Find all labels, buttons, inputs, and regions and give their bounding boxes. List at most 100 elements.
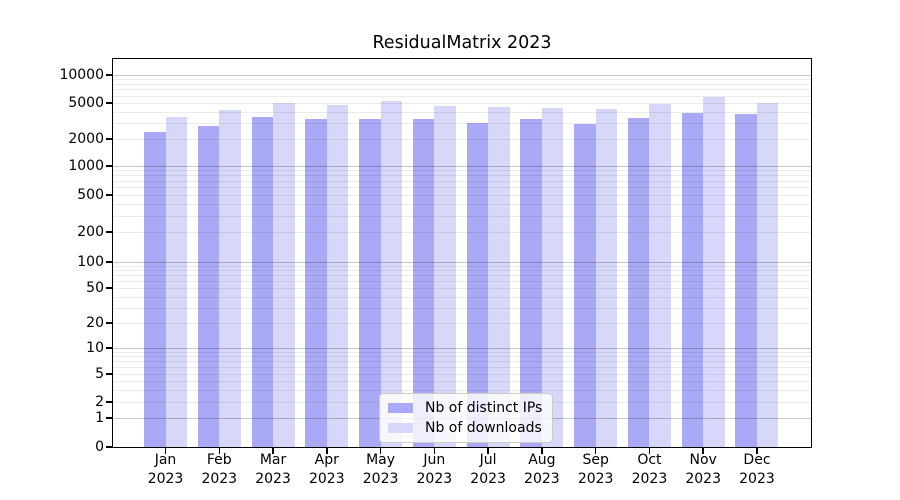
y-tick-mark bbox=[106, 373, 113, 375]
chart-title: ResidualMatrix 2023 bbox=[372, 33, 552, 53]
gridline bbox=[113, 187, 811, 189]
gridline bbox=[113, 323, 811, 324]
gridline bbox=[113, 166, 811, 167]
bar-downloads-apr bbox=[326, 104, 349, 447]
y-tick-label: 100 bbox=[77, 254, 104, 270]
legend-item-distinct-ips: Nb of distinct IPs bbox=[388, 398, 542, 418]
gridline bbox=[113, 351, 811, 353]
y-tick-label: 10000 bbox=[59, 67, 104, 83]
x-tick-mark bbox=[702, 448, 704, 454]
y-tick-label: 50 bbox=[86, 280, 104, 296]
x-tick-mark bbox=[218, 448, 221, 454]
x-tick-label: Mar 2023 bbox=[255, 452, 291, 487]
bar-distinct-ips-jul bbox=[466, 123, 489, 447]
x-tick-mark bbox=[272, 448, 274, 454]
x-tick-mark bbox=[594, 448, 597, 454]
y-tick-mark bbox=[106, 194, 113, 196]
x-tick-label: Jan 2023 bbox=[147, 452, 184, 487]
gridline bbox=[113, 103, 811, 104]
bar-distinct-ips-mar bbox=[251, 117, 274, 447]
y-tick-label: 10 bbox=[86, 340, 104, 356]
y-tick-mark bbox=[106, 347, 113, 349]
gridline bbox=[113, 175, 811, 177]
x-tick-label: Jun 2023 bbox=[416, 452, 453, 487]
legend-swatch-downloads-icon bbox=[388, 423, 413, 433]
bar-downloads-may bbox=[380, 101, 403, 447]
bar-downloads-sep bbox=[595, 108, 618, 447]
x-tick-label: Aug 2023 bbox=[524, 452, 560, 487]
bar-downloads-dec bbox=[756, 103, 779, 447]
plot-area bbox=[112, 58, 812, 448]
legend-item-downloads: Nb of downloads bbox=[388, 418, 542, 438]
bar-distinct-ips-jan bbox=[144, 131, 166, 447]
bar-downloads-aug bbox=[541, 107, 564, 447]
gridline bbox=[113, 275, 811, 277]
y-tick-label: 20 bbox=[86, 315, 104, 331]
gridline bbox=[113, 215, 811, 217]
gridline bbox=[113, 389, 811, 391]
gridline bbox=[113, 296, 811, 298]
grid-layer bbox=[113, 59, 811, 447]
y-tick-mark bbox=[106, 261, 113, 263]
y-tick-mark bbox=[106, 417, 113, 419]
bar-distinct-ips-nov bbox=[681, 112, 704, 447]
bar-downloads-oct bbox=[649, 104, 671, 447]
x-tick-mark bbox=[379, 448, 382, 454]
x-tick-mark bbox=[756, 448, 758, 454]
x-tick-mark bbox=[326, 448, 328, 454]
bar-distinct-ips-sep bbox=[574, 123, 596, 447]
gridline bbox=[113, 367, 811, 369]
gridline bbox=[113, 232, 811, 233]
gridline bbox=[113, 307, 811, 309]
y-tick-mark bbox=[106, 165, 113, 167]
gridline bbox=[113, 374, 811, 375]
x-tick-mark bbox=[541, 448, 543, 454]
y-tick-label: 5000 bbox=[68, 95, 104, 111]
gridline bbox=[113, 361, 811, 363]
y-tick-mark bbox=[106, 138, 113, 140]
bar-downloads-feb bbox=[219, 109, 241, 447]
y-tick-label: 5 bbox=[95, 366, 104, 382]
bar-distinct-ips-jun bbox=[412, 119, 435, 447]
gridline bbox=[113, 123, 811, 125]
y-tick-mark bbox=[106, 446, 113, 448]
gridline bbox=[113, 380, 811, 382]
bar-downloads-jan bbox=[165, 117, 187, 447]
y-tick-label: 0 bbox=[95, 439, 104, 455]
gridline bbox=[113, 204, 811, 205]
bar-distinct-ips-may bbox=[359, 118, 381, 447]
y-tick-mark bbox=[106, 102, 113, 104]
gridline bbox=[113, 195, 811, 196]
gridline bbox=[113, 95, 811, 97]
gridline bbox=[113, 180, 811, 182]
y-tick-mark bbox=[106, 74, 113, 76]
gridline bbox=[113, 79, 811, 81]
x-tick-label: Oct 2023 bbox=[631, 452, 668, 487]
bar-distinct-ips-oct bbox=[627, 117, 650, 447]
bar-downloads-nov bbox=[703, 96, 725, 447]
y-tick-label: 2 bbox=[95, 394, 104, 410]
gridline bbox=[113, 265, 811, 267]
x-tick-label: Jul 2023 bbox=[470, 452, 506, 487]
gridline bbox=[113, 75, 811, 76]
legend-swatch-distinct-ips-icon bbox=[388, 403, 413, 413]
y-tick-label: 200 bbox=[77, 224, 104, 240]
gridline bbox=[113, 288, 811, 289]
x-tick-mark bbox=[433, 448, 436, 454]
x-tick-mark bbox=[648, 448, 651, 454]
legend-label-distinct-ips: Nb of distinct IPs bbox=[425, 400, 543, 416]
gridline bbox=[113, 89, 811, 91]
bar-distinct-ips-aug bbox=[520, 119, 542, 447]
y-tick-label: 2000 bbox=[68, 131, 104, 147]
y-tick-mark bbox=[106, 401, 113, 403]
x-tick-mark bbox=[487, 448, 489, 454]
x-tick-label: Nov 2023 bbox=[685, 452, 721, 487]
bar-distinct-ips-apr bbox=[305, 119, 327, 447]
gridline bbox=[113, 270, 811, 272]
legend: Nb of distinct IPs Nb of downloads bbox=[379, 393, 554, 443]
bar-distinct-ips-feb bbox=[197, 125, 220, 447]
y-tick-mark bbox=[106, 231, 113, 233]
gridline bbox=[113, 281, 811, 283]
y-tick-label: 1000 bbox=[68, 158, 104, 174]
